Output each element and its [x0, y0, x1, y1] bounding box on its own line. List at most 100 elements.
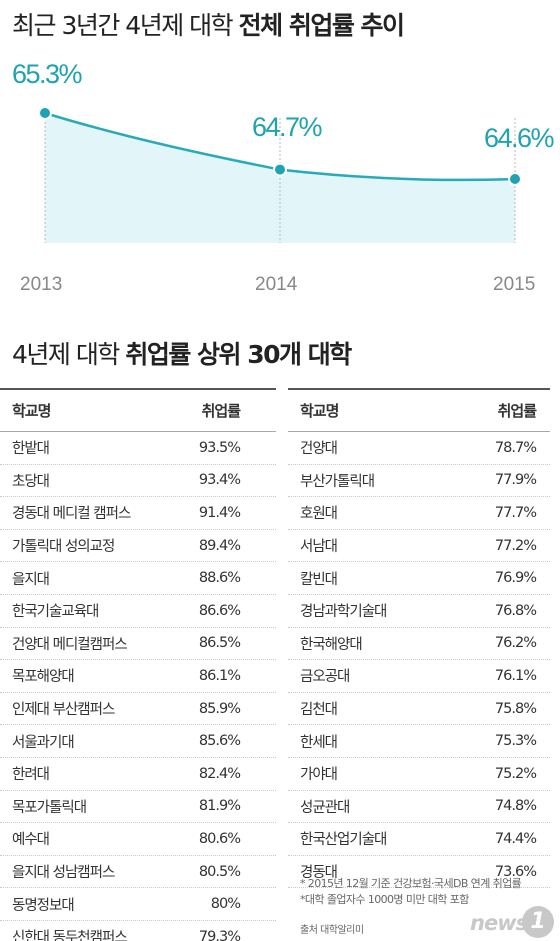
table-row: 목포해양대 86.1% — [0, 660, 276, 693]
school-name: 동명정보대 — [12, 897, 75, 914]
school-name: 한세대 — [300, 734, 338, 751]
school-name: 김천대 — [300, 702, 338, 719]
data-label: 64.6% — [484, 123, 555, 153]
school-name: 목포가톨릭대 — [12, 799, 87, 816]
employment-rate: 88.6% — [198, 570, 241, 587]
employment-rate: 89.4% — [198, 537, 241, 554]
school-name: 서울과기대 — [12, 734, 75, 751]
x-tick-label: 2013 — [20, 274, 62, 295]
table-header: 학교명 취업률 — [288, 388, 550, 432]
table-row: 성균관대 74.8% — [288, 791, 550, 824]
table-row: 김천대 75.8% — [288, 693, 550, 726]
table-row: 호원대 77.7% — [288, 497, 550, 530]
header-rate: 취업률 — [497, 402, 537, 420]
school-name: 경남과학기술대 — [300, 604, 387, 621]
table-header: 학교명 취업률 — [0, 388, 276, 432]
table-row: 건양대 78.7% — [288, 432, 550, 465]
employment-rate: 79.3% — [198, 928, 241, 941]
source-credit: 출처 대학알리미 — [300, 925, 364, 936]
school-name: 을지대 — [12, 571, 50, 588]
table-row: 칼빈대 76.9% — [288, 562, 550, 595]
news1-logo-text: news — [470, 911, 528, 935]
data-point — [273, 162, 287, 177]
chart-title-light: 최근 3년간 4년제 대학 — [12, 11, 239, 40]
employment-rate: 77.7% — [494, 504, 537, 521]
data-label: 64.7% — [252, 112, 323, 142]
school-name: 서남대 — [300, 539, 338, 556]
employment-rate: 81.9% — [198, 798, 241, 815]
table-column-left: 학교명 취업률 한밭대 93.5% 초당대 93.4% 경동대 메디컬 캠퍼스 91.4%… — [0, 388, 276, 941]
employment-rate: 85.6% — [198, 733, 241, 750]
employment-rate: 86.6% — [198, 602, 241, 619]
employment-rate: 76.8% — [494, 602, 537, 619]
header-school: 학교명 — [300, 402, 339, 420]
table-row: 목포가톨릭대 81.9% — [0, 791, 276, 824]
employment-rate: 73.6% — [494, 863, 537, 880]
table-row: 서남대 77.2% — [288, 530, 550, 563]
table-row: 부산가톨릭대 77.9% — [288, 465, 550, 498]
employment-trend-chart: 65.3% 2013 64.7% 2014 64.6% 2015 — [12, 59, 556, 295]
school-name: 성균관대 — [300, 799, 350, 816]
footnotes: * 2015년 12월 기준 건강보험·국세DB 연계 취업률 *대학 졸업자수… — [300, 876, 522, 908]
table-row: 한려대 82.4% — [0, 758, 276, 791]
school-name: 한국해양대 — [300, 636, 363, 653]
employment-rate: 80.6% — [198, 830, 241, 847]
school-name: 가야대 — [300, 767, 338, 784]
employment-rate: 78.7% — [494, 439, 537, 456]
school-name: 칼빈대 — [300, 571, 338, 588]
table-title-light: 4년제 대학 — [12, 340, 126, 369]
employment-rate: 76.2% — [494, 635, 537, 652]
table-row: 건양대 메디컬캠퍼스 86.5% — [0, 628, 276, 661]
table-title-bold: 취업률 상위 30개 대학 — [125, 340, 352, 369]
employment-rate: 85.9% — [198, 700, 241, 717]
employment-rate: 76.1% — [494, 667, 537, 684]
employment-rate: 80.5% — [198, 863, 241, 880]
school-name: 인제대 부산캠퍼스 — [12, 702, 115, 719]
employment-rate: 77.2% — [494, 537, 537, 554]
table-row: 예수대 80.6% — [0, 823, 276, 856]
data-point — [38, 106, 52, 120]
employment-rate: 75.8% — [494, 700, 537, 717]
employment-rate: 91.4% — [198, 504, 241, 521]
footnote: *대학 졸업자수 1000명 미만 대학 포함 — [300, 893, 469, 906]
school-name: 건양대 — [300, 441, 338, 458]
employment-rate: 93.5% — [198, 439, 241, 456]
school-name: 한국산업기술대 — [300, 832, 387, 849]
employment-rate: 86.1% — [198, 667, 241, 684]
table-row: 한국산업기술대 74.4% — [288, 823, 550, 856]
table-row: 금오공대 76.1% — [288, 660, 550, 693]
school-name: 금오공대 — [300, 669, 350, 686]
table-row: 을지대 성남캠퍼스 80.5% — [0, 856, 276, 889]
table-title: 4년제 대학 취업률 상위 30개 대학 — [12, 335, 352, 371]
table-row: 가야대 75.2% — [288, 758, 550, 791]
table-row: 신한대 동두천캠퍼스 79.3% — [0, 921, 276, 941]
table-row: 한밭대 93.5% — [0, 432, 276, 465]
employment-rate: 75.2% — [494, 765, 537, 782]
table-row: 초당대 93.4% — [0, 465, 276, 498]
table-row: 경동대 73.6% — [288, 856, 550, 889]
school-name: 경동대 — [300, 865, 338, 882]
x-tick-label: 2015 — [493, 274, 535, 295]
footnote: * 2015년 12월 기준 건강보험·국세DB 연계 취업률 — [300, 877, 522, 890]
chart-title-bold: 전체 취업률 추이 — [238, 11, 405, 40]
school-name: 가톨릭대 성의교정 — [12, 539, 115, 556]
data-point — [508, 172, 522, 186]
table-row: 서울과기대 85.6% — [0, 725, 276, 758]
employment-rate: 80% — [210, 896, 241, 913]
header-school: 학교명 — [12, 402, 51, 420]
school-name: 경동대 메디컬 캠퍼스 — [12, 506, 131, 523]
table-row: 인제대 부산캠퍼스 85.9% — [0, 693, 276, 726]
x-tick-label: 2014 — [255, 274, 298, 295]
employment-rate: 74.8% — [494, 798, 537, 815]
table-row: 한국해양대 76.2% — [288, 628, 550, 661]
school-name: 건양대 메디컬캠퍼스 — [12, 636, 128, 653]
employment-rate: 75.3% — [494, 733, 537, 750]
data-label: 65.3% — [12, 59, 83, 89]
table-row: 을지대 88.6% — [0, 562, 276, 595]
school-name: 예수대 — [12, 832, 50, 849]
employment-rate: 82.4% — [198, 765, 241, 782]
school-name: 한밭대 — [12, 441, 50, 458]
table-column-right: 학교명 취업률 건양대 78.7% 부산가톨릭대 77.9% 호원대 77.7% 서남대 77… — [288, 388, 550, 889]
employment-rate: 77.9% — [494, 472, 537, 489]
table-row: 한세대 75.3% — [288, 725, 550, 758]
